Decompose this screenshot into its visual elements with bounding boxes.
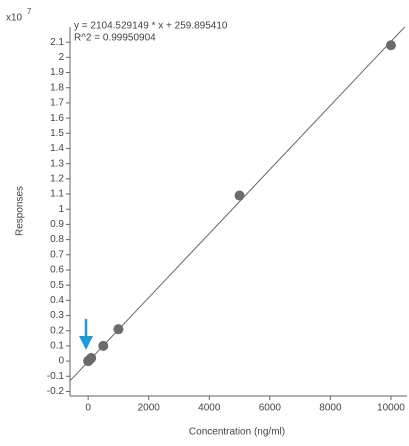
y-tick-label: 0.2 — [50, 325, 64, 336]
arrow — [79, 319, 93, 350]
y-tick-label: 2.1 — [50, 37, 64, 48]
y-multiplier: x10 — [6, 13, 23, 24]
y-tick-label: -0.1 — [47, 371, 65, 382]
y-tick-label: 1.2 — [50, 173, 64, 184]
x-tick-label: 4000 — [198, 403, 221, 414]
y-multiplier-exponent: 7 — [27, 7, 32, 16]
r-squared: R^2 = 0.99950904 — [74, 33, 156, 44]
plot-area — [70, 27, 406, 382]
y-tick-label: 1.9 — [50, 67, 64, 78]
y-tick-label: 1.6 — [50, 113, 64, 124]
y-tick-label: 0.9 — [50, 219, 64, 230]
data-point — [86, 353, 97, 364]
y-tick-label: 2 — [58, 52, 64, 63]
x-tick-label: 2000 — [138, 403, 161, 414]
x-tick-label: 0 — [85, 403, 91, 414]
x-tick-label: 6000 — [259, 403, 282, 414]
y-tick-label: 0.3 — [50, 310, 64, 321]
y-tick-label: 0.4 — [50, 295, 64, 306]
y-axis-label: Responses — [15, 186, 26, 236]
data-point — [113, 324, 124, 335]
y-tick-label: 0.6 — [50, 265, 64, 276]
data-point — [234, 190, 245, 201]
fit-line — [70, 27, 406, 382]
y-tick-label: -0.2 — [47, 386, 65, 397]
y-tick-label: 0.8 — [50, 234, 64, 245]
y-tick-label: 1.8 — [50, 82, 64, 93]
y-tick-label: 1.5 — [50, 128, 64, 139]
x-tick-label: 8000 — [319, 403, 342, 414]
y-tick-label: 1 — [58, 204, 64, 215]
x-tick-label: 10000 — [377, 403, 405, 414]
data-point — [98, 340, 109, 351]
y-tick-label: 1.1 — [50, 189, 64, 200]
y-tick-label: 1.3 — [50, 158, 64, 169]
data-point — [385, 40, 396, 51]
y-tick-label: 0.1 — [50, 341, 64, 352]
y-tick-label: 1.7 — [50, 98, 64, 109]
x-axis-label: Concentration (ng/ml) — [189, 427, 285, 438]
y-tick-label: 0.7 — [50, 249, 64, 260]
y-tick-label: 1.4 — [50, 143, 64, 154]
equation: y = 2104.529149 * x + 259.895410 — [74, 21, 228, 32]
y-tick-label: 0 — [58, 356, 64, 367]
y-tick-label: 0.5 — [50, 280, 64, 291]
